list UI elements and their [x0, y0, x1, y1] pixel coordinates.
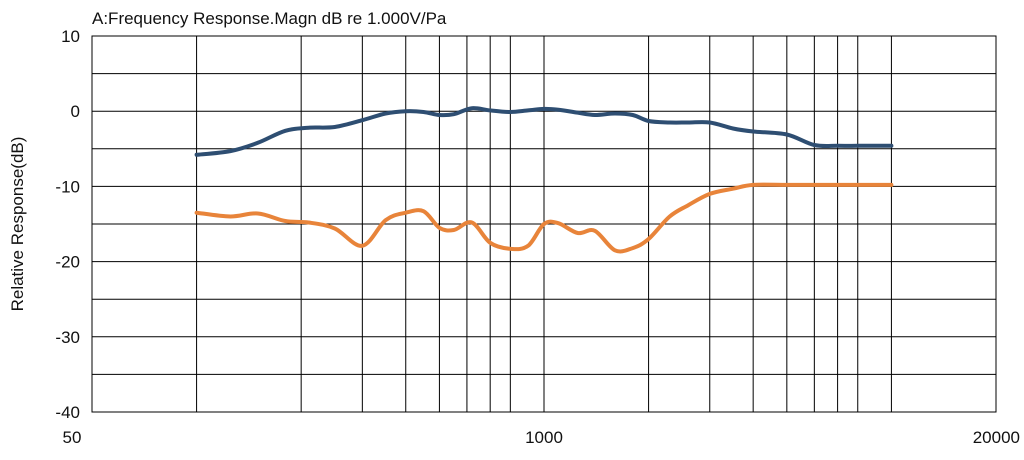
- y-tick-label: -10: [55, 177, 80, 196]
- y-tick-label: 10: [61, 27, 80, 46]
- series-line-1: [194, 106, 894, 157]
- x-tick-label: 1000: [525, 428, 563, 447]
- y-tick-label: 0: [71, 102, 80, 121]
- x-tick-label: 50: [63, 428, 82, 447]
- y-tick-label: -20: [55, 253, 80, 272]
- y-tick-label: -30: [55, 328, 80, 347]
- y-tick-label: -40: [55, 403, 80, 422]
- y-axis-title: Relative Response(dB): [8, 137, 27, 312]
- x-tick-label: 20000: [973, 428, 1020, 447]
- chart-title: A:Frequency Response.Magn dB re 1.000V/P…: [92, 9, 447, 28]
- series-layer: [194, 106, 894, 254]
- plot-frame: [91, 35, 997, 413]
- series-line-2: [194, 182, 894, 254]
- x-tick-labels: 50 1000 20000: [63, 428, 1020, 447]
- y-tick-labels: 10 0 -10 -20 -30 -40: [55, 27, 80, 422]
